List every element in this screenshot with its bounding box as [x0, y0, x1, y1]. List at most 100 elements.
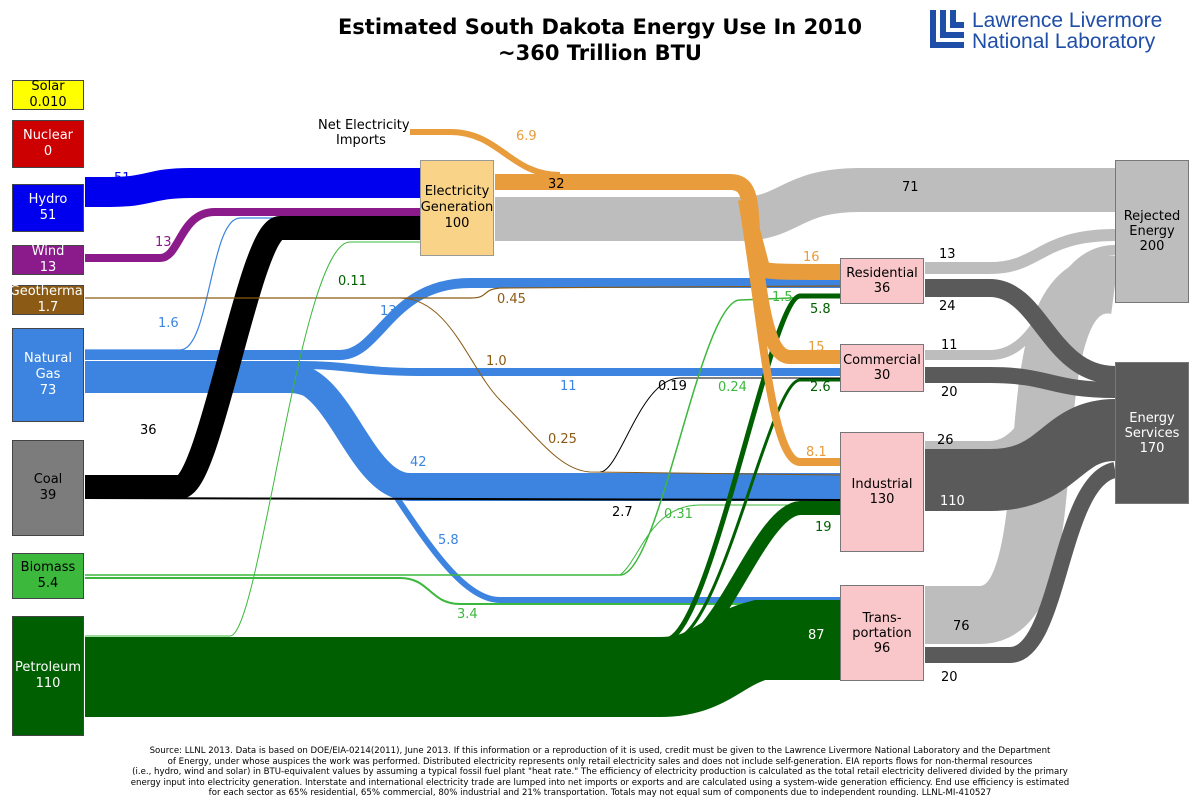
elec-to-rejected-flow — [495, 168, 1115, 241]
ind-to-services-flow — [925, 399, 1117, 511]
net-imports-label: Net Electricity Imports — [318, 118, 410, 148]
chart-title-line2: ~360 Trillion BTU — [498, 41, 702, 65]
logo-line1: Lawrence Livermore — [972, 9, 1163, 32]
energy-services-box: Energy Services 170 — [1115, 362, 1189, 504]
label-gas-to-elec: 1.6 — [158, 316, 179, 331]
label-bio-to-res: 1.5 — [772, 290, 793, 305]
coal-to-elec-flow — [85, 216, 420, 499]
source-natural-gas-label2: Gas — [35, 367, 61, 382]
trans-to-services-flow — [925, 462, 1118, 663]
label-hydro-to-elec: 51 — [114, 171, 131, 186]
label-com-rejected: 11 — [941, 338, 958, 353]
source-wind: Wind 13 — [12, 244, 84, 275]
source-petroleum-value: 110 — [35, 676, 61, 691]
electricity-generation-box: Electricity Generation 100 — [420, 160, 494, 256]
petro-to-trans-flow — [85, 600, 840, 717]
footnote-line2: of Energy, under whose auspices the work… — [167, 756, 1033, 767]
logo-line2: National Laboratory — [972, 30, 1156, 53]
label-com-services: 20 — [941, 385, 958, 400]
transportation-line2: portation — [852, 625, 912, 641]
footnote-line3: (i.e., hydro, wind and solar) in BTU-equ… — [132, 767, 1068, 777]
source-geothermal-value: 1.7 — [37, 300, 59, 315]
label-petro-to-com: 2.6 — [810, 380, 831, 395]
source-biomass: Biomass 5.4 — [12, 553, 84, 599]
bio-to-trans-flow — [85, 577, 840, 605]
end-use-commercial: Commercial 30 — [840, 344, 924, 392]
label-coal-to-ind: 2.7 — [612, 505, 633, 520]
geo-to-ind-flow — [399, 297, 841, 476]
elec-gen-line1: Electricity — [424, 184, 490, 199]
label-gas-to-trans: 5.8 — [438, 533, 459, 548]
label-bio-to-ind: 0.31 — [664, 507, 693, 522]
elec-gen-line2: Generation — [420, 200, 494, 215]
end-use-residential: Residential 36 — [840, 258, 924, 304]
source-biomass-label: Biomass — [20, 560, 76, 575]
source-geothermal-label: Geothermal — [9, 284, 87, 299]
label-elec-to-com: 15 — [808, 340, 825, 355]
res-to-services-flow — [925, 279, 1116, 384]
services-line1: Energy — [1129, 410, 1175, 426]
footnote-line5: for each sector as 65% residential, 65% … — [208, 788, 992, 798]
footnote-line1: Source: LLNL 2013. Data is based on DOE/… — [149, 746, 1051, 756]
gas-to-res-flow — [85, 278, 840, 360]
label-gas-to-com: 11 — [560, 379, 577, 394]
geo-to-res-flow — [85, 285, 841, 299]
net-imports-flow — [410, 129, 561, 178]
source-natural-gas: Natural Gas 73 — [12, 328, 84, 422]
res-to-rejected-flow — [925, 229, 1116, 274]
source-coal-label: Coal — [33, 472, 63, 487]
residential-value: 36 — [873, 281, 891, 296]
footnote-line4: energy input into electricity generation… — [130, 777, 1070, 788]
chart-title: Estimated South Dakota Energy Use In 201… — [300, 14, 900, 66]
wind-to-elec-flow — [85, 208, 420, 262]
transportation-line1: Trans- — [862, 610, 902, 626]
petro-to-ind-flow — [678, 501, 840, 652]
label-ind-rejected: 26 — [937, 433, 954, 448]
source-footnote: Source: LLNL 2013. Data is based on DOE/… — [130, 746, 1070, 799]
label-elec-to-ind: 8.1 — [806, 445, 827, 460]
gas-to-trans-flow — [85, 387, 840, 603]
commercial-label: Commercial — [843, 353, 921, 368]
label-elec-out: 32 — [548, 177, 565, 192]
source-natural-gas-value: 73 — [39, 383, 57, 398]
end-use-industrial: Industrial 130 — [840, 432, 924, 552]
gas-to-com-flow — [85, 361, 840, 376]
label-geo-to-ind: 0.25 — [548, 432, 577, 447]
label-petro-to-elec: 0.11 — [338, 274, 367, 289]
industrial-value: 130 — [869, 492, 895, 507]
label-gas-to-res: 13 — [380, 304, 397, 319]
commercial-value: 30 — [873, 368, 891, 383]
services-value: 170 — [1139, 440, 1165, 456]
label-petro-to-res: 5.8 — [810, 302, 831, 317]
source-wind-value: 13 — [39, 260, 57, 275]
llnl-logo: Lawrence Livermore National Laboratory — [930, 10, 1190, 52]
rejected-line2: Energy — [1129, 224, 1175, 239]
source-nuclear-value: 0 — [43, 144, 53, 159]
coal-to-ind-flow — [84, 497, 841, 501]
llnl-logo-mark — [930, 10, 964, 48]
label-net-imports: 6.9 — [516, 129, 537, 144]
label-geo-to-com: 1.0 — [486, 354, 507, 369]
source-coal: Coal 39 — [12, 440, 84, 536]
source-solar-label: Solar — [31, 79, 65, 94]
source-petroleum-label: Petroleum — [15, 660, 81, 675]
petro-to-elec-flow — [85, 241, 420, 637]
residential-label: Residential — [846, 266, 918, 281]
label-res-rejected: 13 — [939, 247, 956, 262]
label-res-services: 24 — [939, 299, 956, 314]
net-imports-line2: Imports — [336, 133, 386, 148]
services-flows — [925, 279, 1118, 663]
label-coal-to-com: 0.19 — [658, 379, 687, 394]
label-coal-to-elec: 36 — [140, 423, 157, 438]
coal-to-com-flow — [599, 377, 840, 473]
end-use-transportation: Trans- portation 96 — [840, 585, 924, 681]
source-coal-value: 39 — [39, 488, 57, 503]
source-solar-value: 0.010 — [29, 95, 67, 110]
net-imports-line1: Net Electricity — [318, 118, 410, 133]
label-bio-to-com: 0.24 — [718, 380, 747, 395]
label-trans-services: 20 — [941, 670, 958, 685]
transportation-value: 96 — [873, 640, 891, 656]
source-natural-gas-label1: Natural — [24, 351, 72, 366]
source-hydro: Hydro 51 — [12, 184, 84, 232]
